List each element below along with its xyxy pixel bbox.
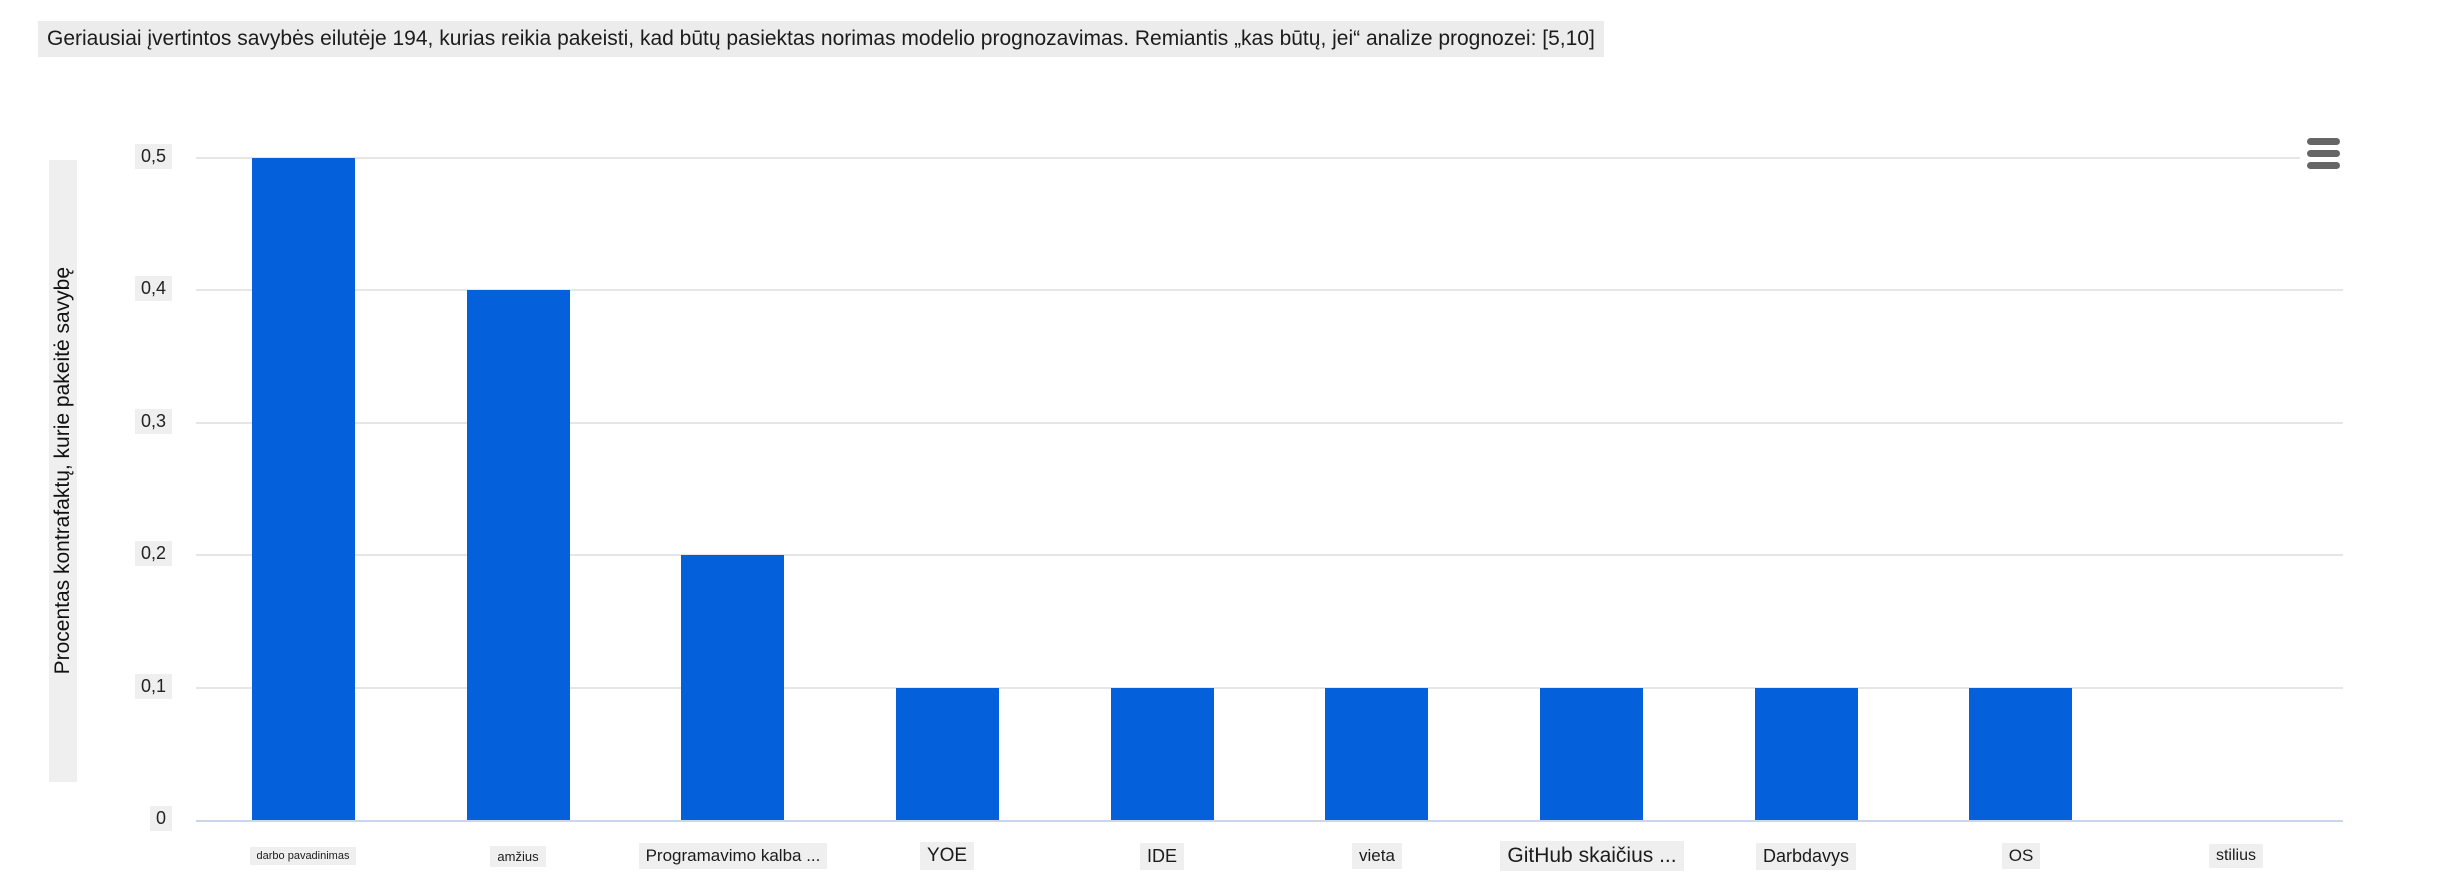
x-axis-label-text: IDE	[1139, 842, 1184, 870]
hamburger-icon	[2306, 149, 2340, 157]
y-tick-label-text: 0	[149, 806, 172, 831]
x-axis-label-text: darbo pavadinimas	[249, 847, 357, 865]
chart-title: Geriausiai įvertintos savybės eilutėje 1…	[38, 21, 1604, 57]
bar-Programavimo kalba ...[interactable]	[681, 555, 784, 820]
hamburger-icon	[2306, 161, 2340, 169]
x-axis-label: YOE	[787, 836, 1107, 876]
x-axis-label: OS	[1861, 836, 2181, 876]
bar-Darbdavys[interactable]	[1755, 687, 1858, 820]
y-tick-label: 0,1	[58, 672, 172, 704]
x-axis-label: Programavimo kalba ...	[573, 836, 893, 876]
y-tick-label: 0,4	[58, 274, 172, 306]
bar-IDE[interactable]	[1111, 687, 1214, 820]
x-axis-label-text: GitHub skaičius ...	[1500, 841, 1684, 871]
bar-OS[interactable]	[1969, 687, 2072, 820]
gridline	[196, 157, 2343, 159]
y-tick-label: 0	[58, 804, 172, 836]
gridline	[196, 554, 2343, 557]
y-tick-label-text: 0,1	[134, 673, 172, 699]
y-tick-label-text: 0,2	[134, 541, 172, 567]
x-axis-label-text: Darbdavys	[1755, 842, 1857, 870]
bar-YOE[interactable]	[896, 687, 999, 820]
x-axis-label: Darbdavys	[1646, 836, 1966, 876]
y-tick-label-text: 0,4	[134, 276, 172, 302]
x-axis-label: amžius	[358, 836, 678, 876]
y-tick-label-text: 0,5	[134, 144, 172, 169]
y-tick-label: 0,3	[58, 407, 172, 439]
x-axis-label: GitHub skaičius ...	[1432, 836, 1752, 876]
x-axis-label-text: Programavimo kalba ...	[638, 843, 828, 869]
chart-menu-button[interactable]	[2300, 131, 2346, 175]
gridline	[196, 686, 2343, 689]
x-axis-label-text: OS	[2001, 843, 2041, 869]
y-tick-label: 0,5	[58, 142, 172, 174]
x-axis-label-text: vieta	[1352, 843, 1402, 869]
y-tick-label: 0,2	[58, 539, 172, 571]
x-axis-label: IDE	[1002, 836, 1322, 876]
bar-GitHub skaičius ...[interactable]	[1540, 687, 1643, 820]
gridline	[196, 289, 2343, 292]
gridline	[196, 421, 2343, 424]
hamburger-icon	[2306, 137, 2340, 145]
y-tick-label-text: 0,3	[134, 408, 172, 434]
x-axis-line	[196, 820, 2343, 822]
x-axis-label-text: YOE	[919, 842, 975, 870]
x-axis-label: stilius	[2076, 836, 2396, 876]
y-axis-title-text: Procentas kontrafaktų, kurie pakeitė sav…	[51, 267, 74, 675]
x-axis-label: darbo pavadinimas	[143, 836, 463, 876]
x-axis-label: vieta	[1217, 836, 1537, 876]
x-axis-label-text: stilius	[2208, 844, 2263, 868]
bar-darbo pavadinimas[interactable]	[252, 158, 355, 820]
bar-vieta[interactable]	[1325, 687, 1428, 820]
bar-amžius[interactable]	[467, 290, 570, 820]
y-axis-title: Procentas kontrafaktų, kurie pakeitė sav…	[49, 160, 77, 782]
x-axis-label-text: amžius	[490, 845, 546, 867]
